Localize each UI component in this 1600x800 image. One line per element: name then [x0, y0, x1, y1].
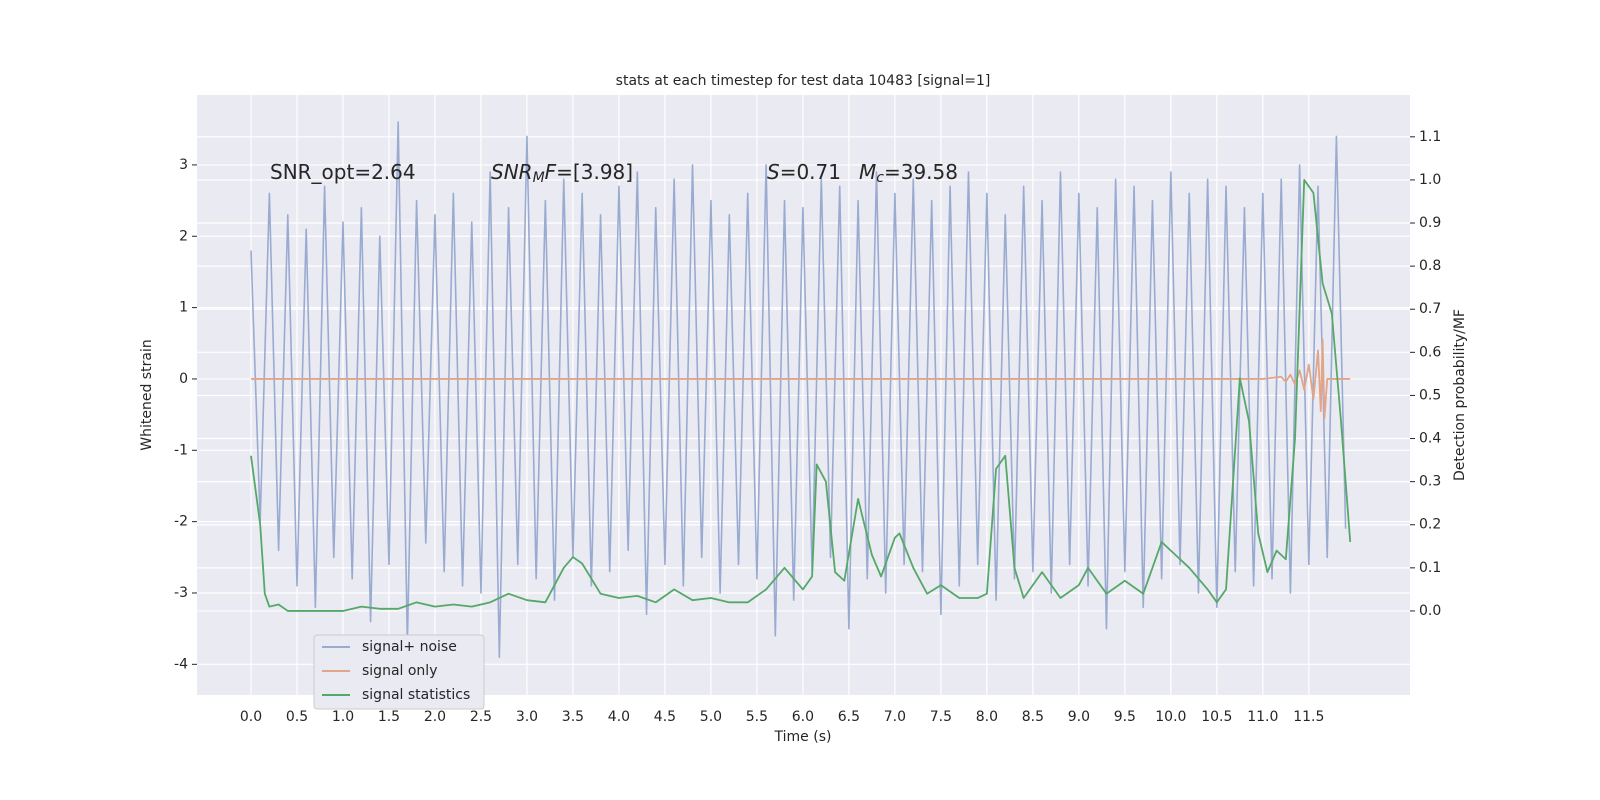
- annotation-part: =39.58: [884, 160, 958, 184]
- y-tick-label: -2: [174, 514, 188, 530]
- y2-tick-label: 0.8: [1419, 258, 1441, 274]
- x-tick-label: 11.5: [1293, 709, 1324, 725]
- x-tick-label: 0.5: [286, 709, 308, 725]
- x-tick-label: 3.0: [516, 709, 538, 725]
- annotation-part: SNR: [491, 160, 533, 184]
- annotation-part: =[3.98]: [556, 160, 633, 184]
- x-tick-label: 1.0: [332, 709, 354, 725]
- y-tick-label: 2: [179, 228, 188, 244]
- y2-tick-label: 0.5: [1419, 387, 1441, 403]
- annotation-part: S: [767, 160, 780, 184]
- chart-title: stats at each timestep for test data 104…: [616, 73, 991, 89]
- legend-label: signal+ noise: [362, 639, 457, 655]
- y2-tick-label: 1.1: [1419, 129, 1441, 145]
- y-tick-label: 3: [179, 157, 188, 173]
- x-tick-label: 9.0: [1068, 709, 1090, 725]
- y2-tick-label: 0.3: [1419, 474, 1441, 490]
- x-tick-label: 8.0: [976, 709, 998, 725]
- x-tick-label: 3.5: [562, 709, 584, 725]
- x-tick-label: 5.0: [700, 709, 722, 725]
- legend-label: signal only: [362, 663, 437, 679]
- x-tick-label: 7.5: [930, 709, 952, 725]
- series-line: [250, 179, 1352, 612]
- y2-tick-label: 0.2: [1419, 517, 1441, 533]
- legend-label: signal statistics: [362, 687, 470, 703]
- annotation: SNR_opt=2.64: [270, 160, 416, 184]
- series-line: [250, 338, 1351, 420]
- x-tick-label: 4.5: [654, 709, 676, 725]
- x-tick-label: 10.0: [1155, 709, 1186, 725]
- x-tick-label: 7.0: [884, 709, 906, 725]
- x-axis-label: Time (s): [774, 729, 832, 745]
- x-tick-label: 6.5: [838, 709, 860, 725]
- y2-tick-label: 1.0: [1419, 172, 1441, 188]
- x-tick-label: 2.5: [470, 709, 492, 725]
- y2-axis-label: Detection probability/MF: [1452, 309, 1468, 481]
- y2-tick-label: 0.6: [1419, 344, 1441, 360]
- x-tick-label: 0.0: [240, 709, 262, 725]
- y-tick-label: 1: [179, 300, 188, 316]
- y-tick-label: 0: [179, 371, 188, 387]
- x-tick-label: 11.0: [1247, 709, 1278, 725]
- x-tick-label: 6.0: [792, 709, 814, 725]
- annotation-part: M: [533, 170, 545, 186]
- x-tick-label: 8.5: [1022, 709, 1044, 725]
- x-tick-label: 9.5: [1114, 709, 1136, 725]
- annotation-part: =0.71: [780, 160, 841, 184]
- y-tick-label: -1: [174, 442, 188, 458]
- x-tick-label: 10.5: [1201, 709, 1232, 725]
- legend-box: [313, 634, 485, 710]
- y2-tick-label: 0.1: [1419, 560, 1441, 576]
- annotation-part: M: [859, 160, 876, 184]
- x-tick-label: 4.0: [608, 709, 630, 725]
- annotation: S=0.71: [767, 160, 841, 184]
- annotation-part: F: [545, 160, 557, 184]
- x-tick-label: 5.5: [746, 709, 768, 725]
- series-line: [250, 121, 1347, 658]
- y2-tick-label: 0.0: [1419, 603, 1441, 619]
- annotation-part: SNR_opt=2.64: [270, 160, 416, 184]
- x-tick-label: 1.5: [378, 709, 400, 725]
- annotation: Mc=39.58: [859, 160, 958, 187]
- annotation-part: c: [876, 170, 884, 186]
- x-tick-label: 2.0: [424, 709, 446, 725]
- y-tick-label: -4: [174, 656, 188, 672]
- y2-tick-label: 0.9: [1419, 215, 1441, 231]
- annotation: SNRMF=[3.98]: [491, 160, 633, 187]
- y2-tick-label: 0.7: [1419, 301, 1441, 317]
- y-axis-label: Whitened strain: [139, 339, 155, 450]
- y2-tick-label: 0.4: [1419, 431, 1441, 447]
- y-tick-label: -3: [174, 585, 188, 601]
